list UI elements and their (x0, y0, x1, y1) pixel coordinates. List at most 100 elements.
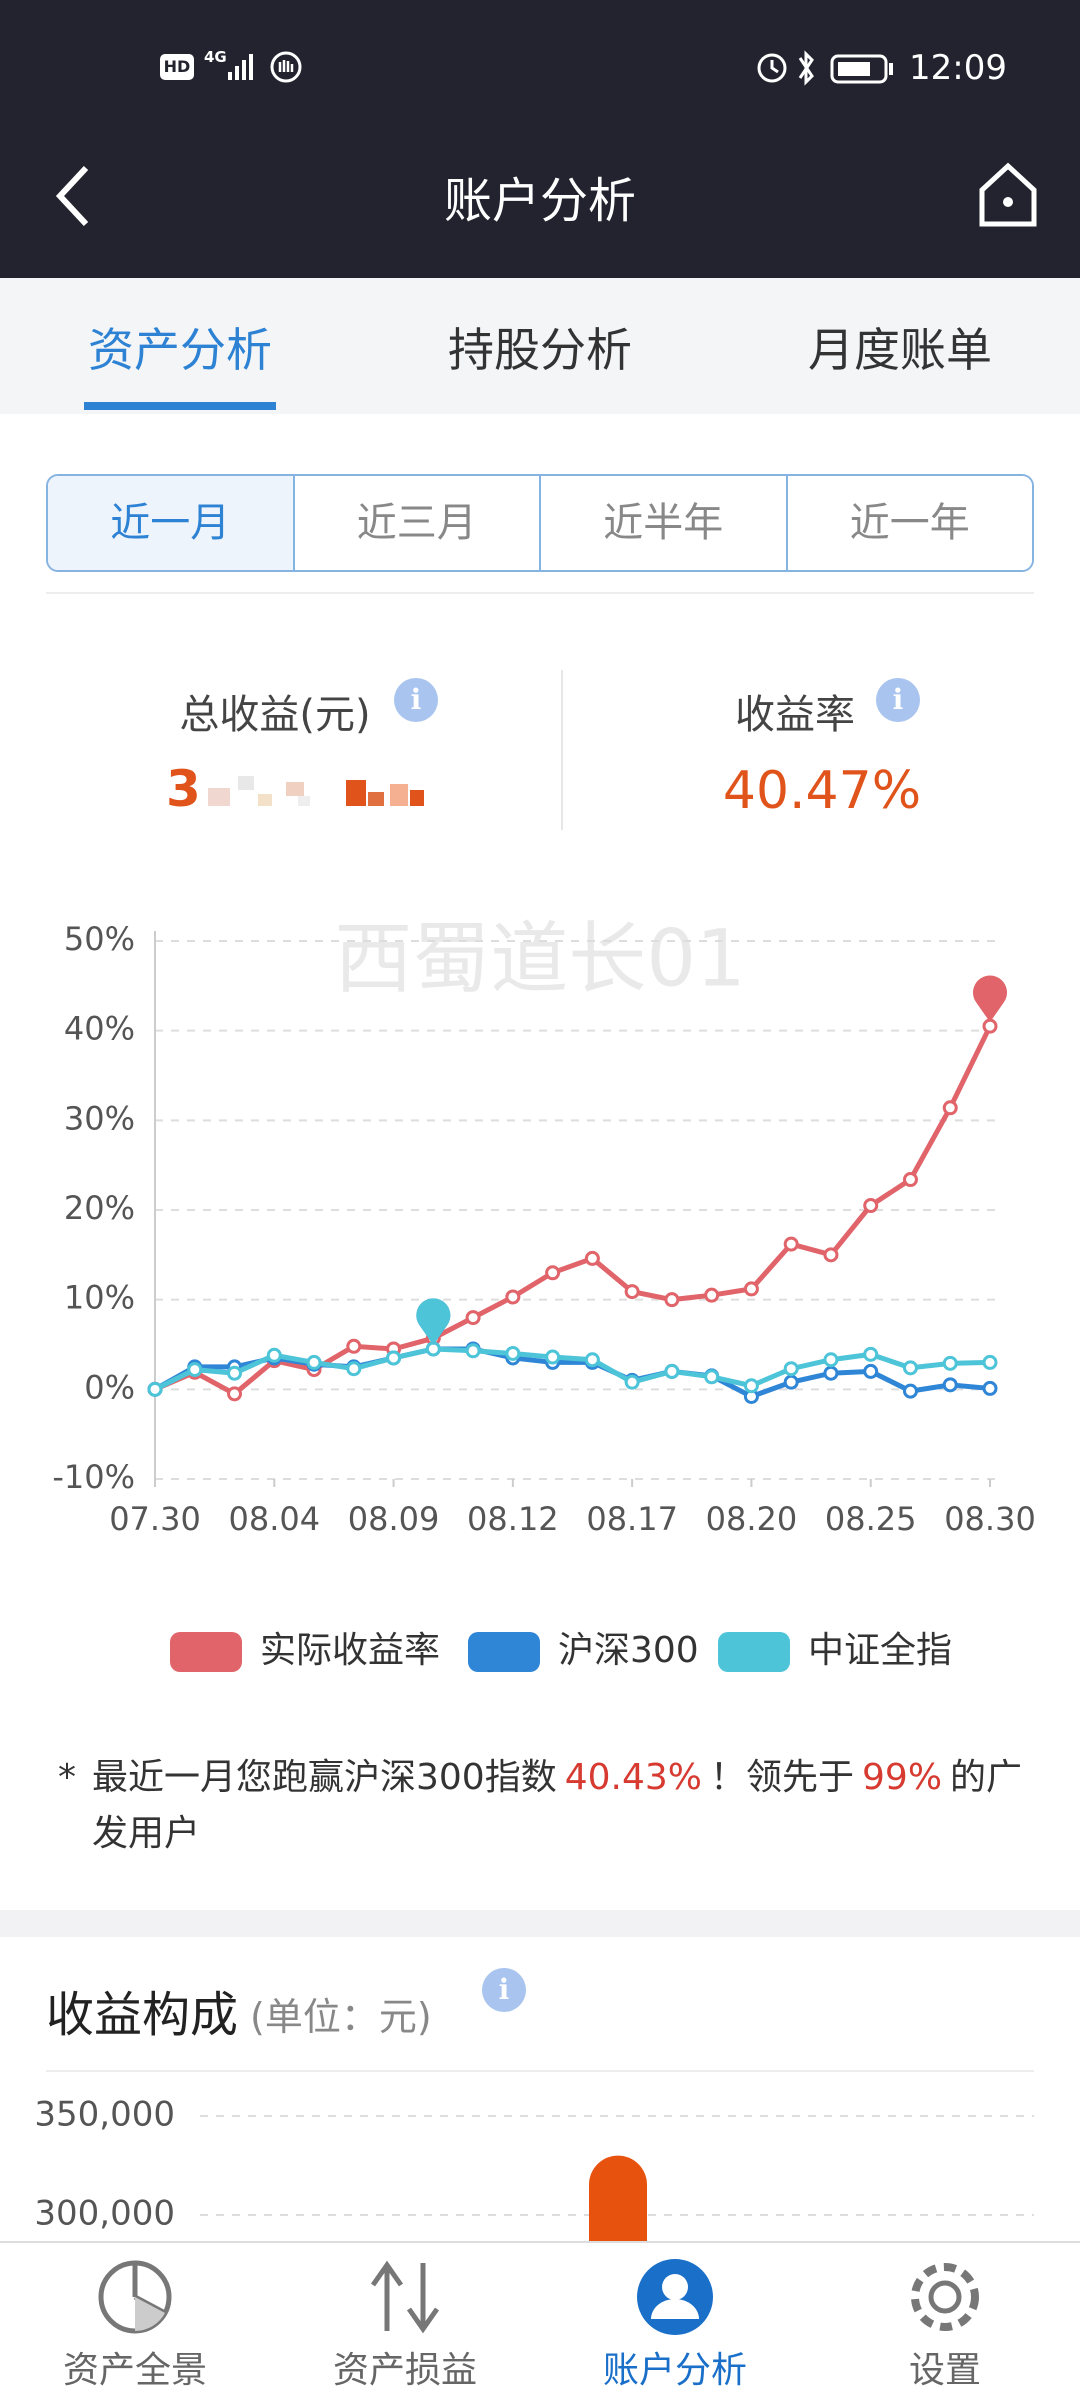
data-point (624, 1374, 640, 1390)
data-point (664, 1292, 680, 1308)
data-point (783, 1236, 799, 1252)
rate-label: 收益率 (735, 692, 855, 738)
data-point (863, 1346, 879, 1362)
data-point (743, 1281, 759, 1297)
x-tick-label: 07.30 (109, 1500, 201, 1538)
data-point (664, 1363, 680, 1379)
data-point (783, 1361, 799, 1377)
watermark: 西蜀道长01 (334, 914, 745, 1004)
data-point (942, 1377, 958, 1393)
info-icon[interactable]: i (876, 678, 920, 722)
x-tick-label: 08.12 (467, 1500, 559, 1538)
data-point (823, 1365, 839, 1381)
y-tick-label: 40% (64, 1010, 135, 1048)
data-point (624, 1284, 640, 1300)
data-point (863, 1198, 879, 1214)
note-text: 最近一月您跑赢沪深300指数 (92, 1757, 557, 1798)
data-point (902, 1360, 918, 1376)
y-tick-label: 20% (64, 1189, 135, 1227)
legend-swatch (468, 1632, 540, 1672)
nav-label[interactable]: 账户分析 (602, 2350, 748, 2391)
note-highlight: 40.43% (564, 1757, 702, 1798)
masked-value (208, 776, 424, 806)
data-point (982, 1354, 998, 1370)
data-point (942, 1355, 958, 1371)
data-point (704, 1369, 720, 1385)
y-tick-label: 30% (64, 1099, 135, 1137)
data-point (743, 1378, 759, 1394)
tab-bar: 资产分析 持股分析 月度账单 (0, 278, 1080, 414)
data-point (863, 1363, 879, 1379)
x-tick-label: 08.30 (944, 1500, 1036, 1538)
home-button[interactable] (976, 162, 1040, 228)
tab[interactable]: 月度账单 (808, 323, 992, 377)
page-title: 账户分析 (443, 173, 637, 229)
total-label: 总收益(元) (179, 692, 371, 738)
data-point (465, 1310, 481, 1326)
data-point (346, 1338, 362, 1354)
back-button[interactable] (50, 162, 100, 232)
data-point (902, 1383, 918, 1399)
period-button[interactable]: 近一年 (785, 476, 1032, 570)
period-button[interactable]: 近半年 (539, 476, 786, 570)
x-tick-label: 08.09 (348, 1500, 440, 1538)
data-point (584, 1250, 600, 1266)
clock: 12:09 (909, 48, 1007, 88)
data-point (346, 1361, 362, 1377)
period-button[interactable]: 近一月 (48, 476, 293, 570)
bottom-nav: 资产全景 资产损益 账户分析 设置 (0, 2241, 1080, 2402)
nav-icon[interactable] (95, 2257, 175, 2337)
tab[interactable]: 持股分析 (448, 323, 632, 377)
note-bullet: * (58, 1757, 76, 1798)
data-point (545, 1265, 561, 1281)
nav-label[interactable]: 设置 (908, 2350, 982, 2391)
data-point (545, 1349, 561, 1365)
data-point (505, 1289, 521, 1305)
legend-swatch (170, 1632, 242, 1672)
data-point (465, 1343, 481, 1359)
tab[interactable]: 资产分析 (88, 323, 272, 377)
y-tick-label: 10% (64, 1279, 135, 1317)
x-tick-label: 08.25 (825, 1500, 917, 1538)
nav-icon[interactable] (635, 2257, 715, 2337)
nav-label[interactable]: 资产全景 (62, 2350, 208, 2391)
period-selector: 近一月 近三月 近半年 近一年 (46, 474, 1034, 572)
data-point (823, 1352, 839, 1368)
hd-badge: HD (160, 54, 194, 80)
section-unit: (单位：元) (250, 1995, 432, 2039)
period-button[interactable]: 近三月 (292, 476, 539, 570)
nav-icon[interactable] (365, 2257, 445, 2337)
x-tick-label: 08.04 (228, 1500, 320, 1538)
max-marker (416, 1298, 451, 1345)
network-type: 4G (204, 48, 227, 66)
info-icon[interactable]: i (482, 1968, 526, 2012)
info-icon[interactable]: i (394, 678, 438, 722)
status-right-icons (757, 50, 893, 86)
data-point (902, 1172, 918, 1188)
data-point (584, 1352, 600, 1368)
nav-icon[interactable] (905, 2257, 985, 2337)
divider (46, 2070, 1034, 2072)
tab-underline (84, 402, 276, 410)
status-icons (228, 51, 302, 83)
data-point (147, 1381, 163, 1397)
data-point (306, 1354, 322, 1370)
legend-label: 沪深300 (558, 1630, 699, 1671)
data-point (187, 1362, 203, 1378)
data-point (823, 1247, 839, 1263)
legend-label: 中证全指 (808, 1630, 952, 1671)
data-point (783, 1374, 799, 1390)
nav-label[interactable]: 资产损益 (332, 2350, 478, 2391)
series-line (153, 1346, 991, 1392)
top-bar: HD 4G 12:09 账户分析 (0, 0, 1080, 278)
divider (46, 592, 1034, 594)
note-text: ！领先于 (710, 1757, 855, 1798)
y-tick-label: 50% (64, 920, 135, 958)
data-point (982, 1380, 998, 1396)
legend-swatch (718, 1632, 790, 1672)
data-point (942, 1100, 958, 1116)
note: * 最近一月您跑赢沪深300指数 40.43% ！领先于 99% 的广发用户 (58, 1750, 1028, 1862)
data-point (227, 1386, 243, 1402)
